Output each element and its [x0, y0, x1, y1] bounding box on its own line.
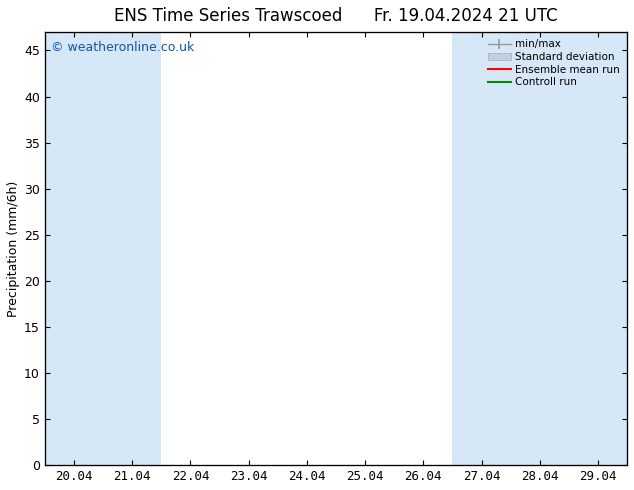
Bar: [453, 32, 510, 465]
Bar: [510, 32, 569, 465]
Text: © weatheronline.co.uk: © weatheronline.co.uk: [51, 41, 194, 54]
Title: ENS Time Series Trawscoed      Fr. 19.04.2024 21 UTC: ENS Time Series Trawscoed Fr. 19.04.2024…: [114, 7, 558, 25]
Legend: min/max, Standard deviation, Ensemble mean run, Controll run: min/max, Standard deviation, Ensemble me…: [486, 37, 622, 89]
Bar: [103, 32, 161, 465]
Y-axis label: Precipitation (mm/6h): Precipitation (mm/6h): [7, 180, 20, 317]
Bar: [569, 32, 627, 465]
Bar: [45, 32, 103, 465]
